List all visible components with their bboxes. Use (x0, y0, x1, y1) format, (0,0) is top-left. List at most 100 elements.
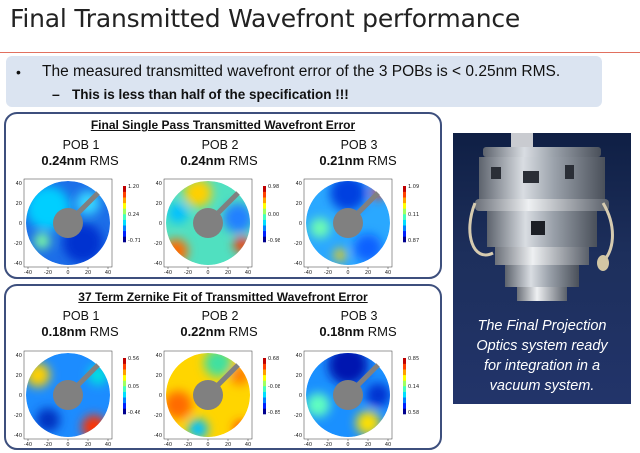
svg-text:-20: -20 (44, 270, 52, 276)
svg-text:40: 40 (156, 181, 162, 187)
svg-text:40: 40 (245, 270, 251, 276)
svg-text:40: 40 (245, 442, 251, 448)
svg-text:20: 20 (156, 373, 162, 379)
projection-optics-illustration (468, 133, 614, 301)
summary-text: The measured transmitted wavefront error… (42, 63, 561, 80)
svg-text:40: 40 (385, 270, 391, 276)
svg-text:40: 40 (105, 442, 111, 448)
svg-text:0: 0 (299, 393, 302, 399)
svg-text:-40: -40 (164, 270, 172, 276)
sub-bullet-dash: – (52, 86, 60, 102)
svg-text:0.87: 0.87 (408, 238, 419, 244)
svg-text:40: 40 (105, 270, 111, 276)
svg-text:-40: -40 (154, 261, 162, 267)
svg-text:0: 0 (206, 442, 209, 448)
svg-text:20: 20 (365, 442, 371, 448)
svg-text:-20: -20 (324, 442, 332, 448)
svg-text:-40: -40 (304, 270, 312, 276)
svg-text:-20: -20 (294, 241, 302, 247)
svg-text:40: 40 (16, 181, 22, 187)
svg-text:0.05: 0.05 (128, 384, 139, 390)
pob1-zernike-map: -40 -20 0 20 40 40 20 0 -20 -40 0.56 0.05 -0.46 (14, 350, 140, 448)
svg-text:-20: -20 (184, 442, 192, 448)
pob2-label: POB 2 (201, 138, 239, 152)
summary-subtext: This is less than half of the specificat… (72, 87, 349, 102)
svg-text:-20: -20 (324, 270, 332, 276)
svg-text:20: 20 (16, 201, 22, 207)
svg-text:-20: -20 (14, 241, 22, 247)
pob3-zernike-map: -40 -20 0 20 40 40 20 0 -20 -40 0.85 0.14 0.58 (294, 350, 419, 448)
pob3-rms: 0.21nm RMS (319, 153, 397, 168)
pob1-label: POB 1 (62, 138, 100, 152)
svg-text:-0.08: -0.08 (268, 384, 280, 390)
svg-text:0: 0 (346, 270, 349, 276)
svg-text:20: 20 (16, 373, 22, 379)
svg-text:-40: -40 (14, 433, 22, 439)
svg-text:1.09: 1.09 (408, 184, 419, 190)
panel-title: 37 Term Zernike Fit of Transmitted Wavef… (78, 290, 368, 304)
svg-text:20: 20 (85, 270, 91, 276)
svg-text:0: 0 (299, 221, 302, 227)
pob3-wavefront-map: -40 -20 0 20 40 40 20 0 -20 -40 1.09 0.11 0.87 (294, 178, 419, 276)
svg-text:-40: -40 (294, 261, 302, 267)
single-pass-panel: Final Single Pass Transmitted Wavefront … (4, 112, 442, 279)
svg-text:20: 20 (156, 201, 162, 207)
pob3-rms: 0.18nm RMS (319, 324, 397, 339)
svg-text:1.20: 1.20 (128, 184, 139, 190)
svg-text:0: 0 (19, 221, 22, 227)
zernike-fit-panel: 37 Term Zernike Fit of Transmitted Wavef… (4, 284, 442, 450)
panel-title: Final Single Pass Transmitted Wavefront … (90, 118, 356, 132)
svg-text:-40: -40 (14, 261, 22, 267)
pob1-rms: 0.24nm RMS (41, 153, 119, 168)
pob1-rms: 0.18nm RMS (41, 324, 119, 339)
svg-text:0.68: 0.68 (268, 356, 279, 362)
svg-text:0: 0 (159, 221, 162, 227)
svg-text:20: 20 (296, 201, 302, 207)
svg-text:-40: -40 (304, 442, 312, 448)
svg-text:-40: -40 (164, 442, 172, 448)
pob2-label: POB 2 (201, 309, 239, 323)
svg-text:20: 20 (296, 373, 302, 379)
svg-text:0: 0 (206, 270, 209, 276)
pob3-label: POB 3 (340, 138, 378, 152)
svg-text:0.24: 0.24 (128, 212, 139, 218)
svg-text:-20: -20 (294, 413, 302, 419)
pob2-rms: 0.22nm RMS (180, 324, 258, 339)
svg-text:0: 0 (19, 393, 22, 399)
svg-text:20: 20 (365, 270, 371, 276)
svg-text:-0.71: -0.71 (128, 238, 140, 244)
svg-text:-20: -20 (184, 270, 192, 276)
svg-text:-40: -40 (154, 433, 162, 439)
svg-text:-0.85: -0.85 (268, 410, 280, 416)
bullet-dot: • (16, 64, 21, 80)
pob3-label: POB 3 (340, 309, 378, 323)
svg-text:40: 40 (16, 353, 22, 359)
pob1-wavefront-map: -40 -20 0 20 40 40 20 0 -20 -40 1.20 0.24 -0.71 (14, 178, 140, 276)
svg-text:0.58: 0.58 (408, 410, 419, 416)
svg-text:-20: -20 (154, 413, 162, 419)
svg-text:-0.98: -0.98 (268, 238, 280, 244)
svg-text:-20: -20 (154, 241, 162, 247)
svg-text:0.56: 0.56 (128, 356, 139, 362)
svg-text:-40: -40 (24, 442, 32, 448)
svg-text:40: 40 (296, 353, 302, 359)
caption-line: Optics system ready (476, 338, 608, 354)
svg-text:0: 0 (346, 442, 349, 448)
svg-text:-0.46: -0.46 (128, 410, 140, 416)
svg-text:0.00: 0.00 (268, 212, 279, 218)
slide-title: Final Transmitted Wavefront performance (10, 4, 521, 33)
pob2-wavefront-map: -40 -20 0 20 40 40 20 0 -20 -40 0.98 0.00 -0.98 (154, 178, 280, 276)
svg-text:-40: -40 (24, 270, 32, 276)
svg-text:20: 20 (85, 442, 91, 448)
photo-caption: The Final Projection Optics system ready… (453, 316, 631, 396)
svg-text:0.85: 0.85 (408, 356, 419, 362)
caption-line: for integration in a (483, 358, 601, 374)
svg-text:40: 40 (156, 353, 162, 359)
caption-line: vacuum system. (489, 378, 595, 394)
svg-text:40: 40 (385, 442, 391, 448)
svg-text:0: 0 (66, 442, 69, 448)
title-divider (0, 52, 640, 53)
svg-text:0.98: 0.98 (268, 184, 279, 190)
caption-line: The Final Projection (477, 318, 607, 334)
svg-text:-40: -40 (294, 433, 302, 439)
